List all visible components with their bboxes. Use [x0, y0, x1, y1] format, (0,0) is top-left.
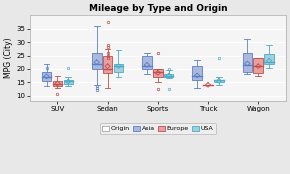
Bar — [153, 69, 163, 77]
Bar — [242, 53, 252, 72]
Bar — [192, 66, 202, 80]
Bar — [42, 72, 51, 81]
Bar — [103, 56, 113, 73]
Title: Mileage by Type and Origin: Mileage by Type and Origin — [88, 4, 227, 13]
Bar — [64, 80, 73, 84]
Bar — [92, 53, 102, 69]
Bar — [142, 56, 152, 69]
Y-axis label: MPG (City): MPG (City) — [4, 38, 13, 78]
Bar — [214, 80, 224, 82]
Bar — [164, 74, 173, 77]
Bar — [253, 58, 263, 73]
Legend: Origin, Asia, Europe, USA: Origin, Asia, Europe, USA — [100, 123, 216, 134]
Bar — [114, 64, 123, 72]
Bar — [264, 54, 274, 64]
Bar — [52, 81, 62, 86]
